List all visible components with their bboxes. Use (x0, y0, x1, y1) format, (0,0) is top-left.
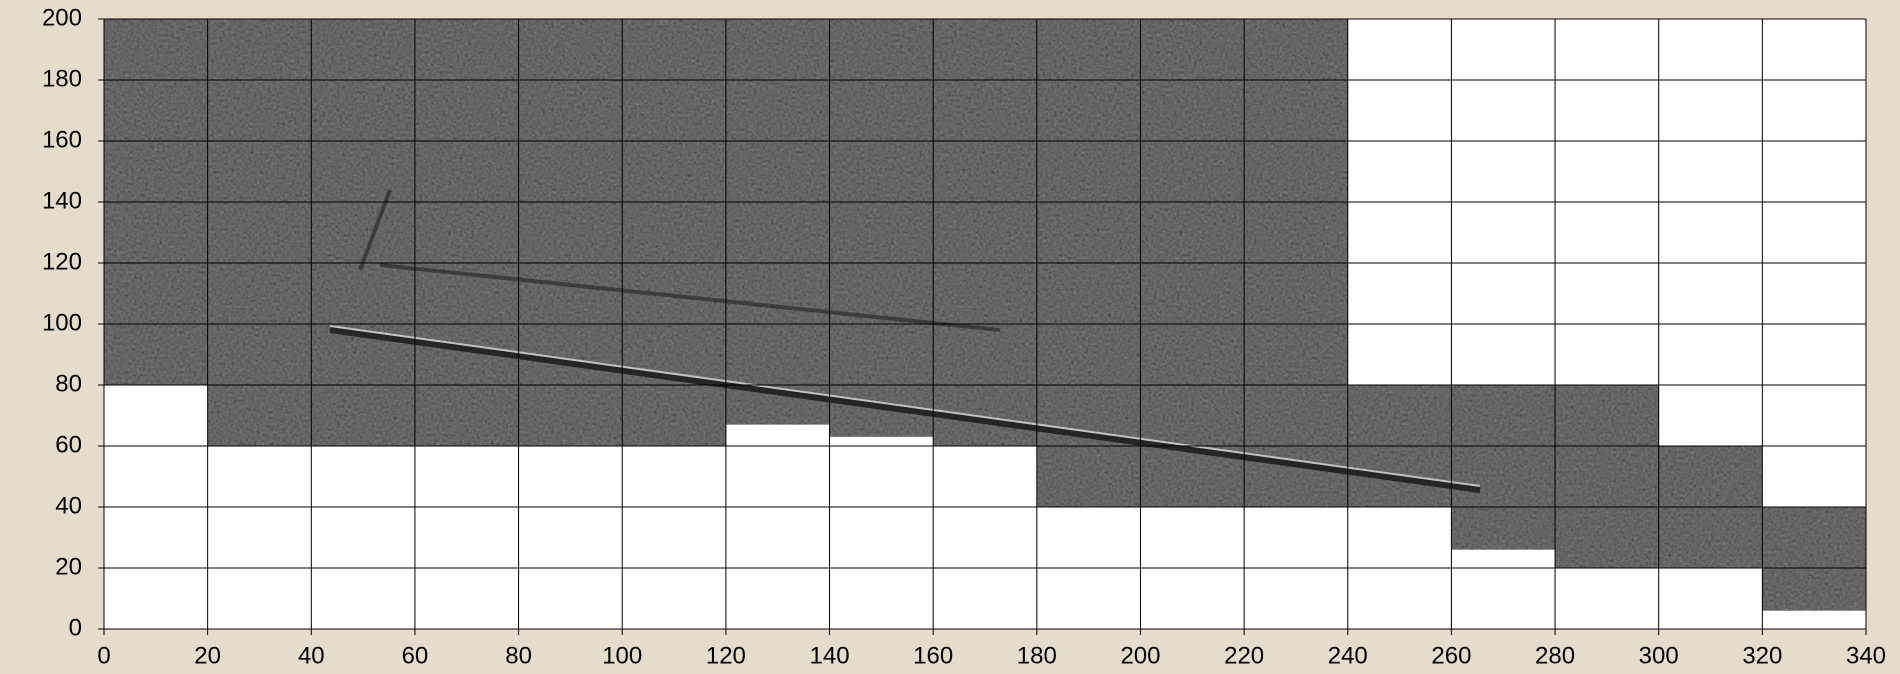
survey-block (1762, 507, 1866, 611)
y-tick-label: 20 (55, 553, 82, 580)
survey-block (1555, 385, 1659, 568)
x-tick-label: 300 (1639, 642, 1679, 669)
x-tick-label: 220 (1224, 642, 1264, 669)
x-tick-label: 160 (913, 642, 953, 669)
x-tick-label: 60 (402, 642, 429, 669)
x-tick-label: 280 (1535, 642, 1575, 669)
y-tick-label: 160 (42, 126, 82, 153)
y-tick-label: 180 (42, 65, 82, 92)
x-tick-label: 340 (1846, 642, 1886, 669)
x-tick-label: 180 (1017, 642, 1057, 669)
y-tick-label: 40 (55, 492, 82, 519)
survey-block (208, 19, 726, 446)
x-tick-label: 120 (706, 642, 746, 669)
y-tick-label: 140 (42, 187, 82, 214)
x-tick-label: 100 (602, 642, 642, 669)
y-tick-label: 200 (42, 4, 82, 31)
y-tick-label: 0 (69, 614, 82, 641)
y-tick-label: 60 (55, 431, 82, 458)
x-tick-label: 320 (1742, 642, 1782, 669)
y-tick-label: 80 (55, 370, 82, 397)
page: 0204060801001201401601802002202402602803… (0, 0, 1900, 674)
y-tick-label: 100 (42, 309, 82, 336)
x-tick-label: 240 (1328, 642, 1368, 669)
x-tick-label: 140 (810, 642, 850, 669)
x-tick-label: 200 (1120, 642, 1160, 669)
survey-block (933, 19, 1037, 446)
y-tick-label: 120 (42, 248, 82, 275)
x-tick-label: 0 (97, 642, 110, 669)
x-tick-label: 40 (298, 642, 325, 669)
chart: 0204060801001201401601802002202402602803… (0, 0, 1900, 674)
survey-block (830, 19, 934, 437)
x-tick-label: 260 (1431, 642, 1471, 669)
x-tick-label: 20 (194, 642, 221, 669)
survey-block (1451, 385, 1555, 550)
x-tick-label: 80 (505, 642, 532, 669)
